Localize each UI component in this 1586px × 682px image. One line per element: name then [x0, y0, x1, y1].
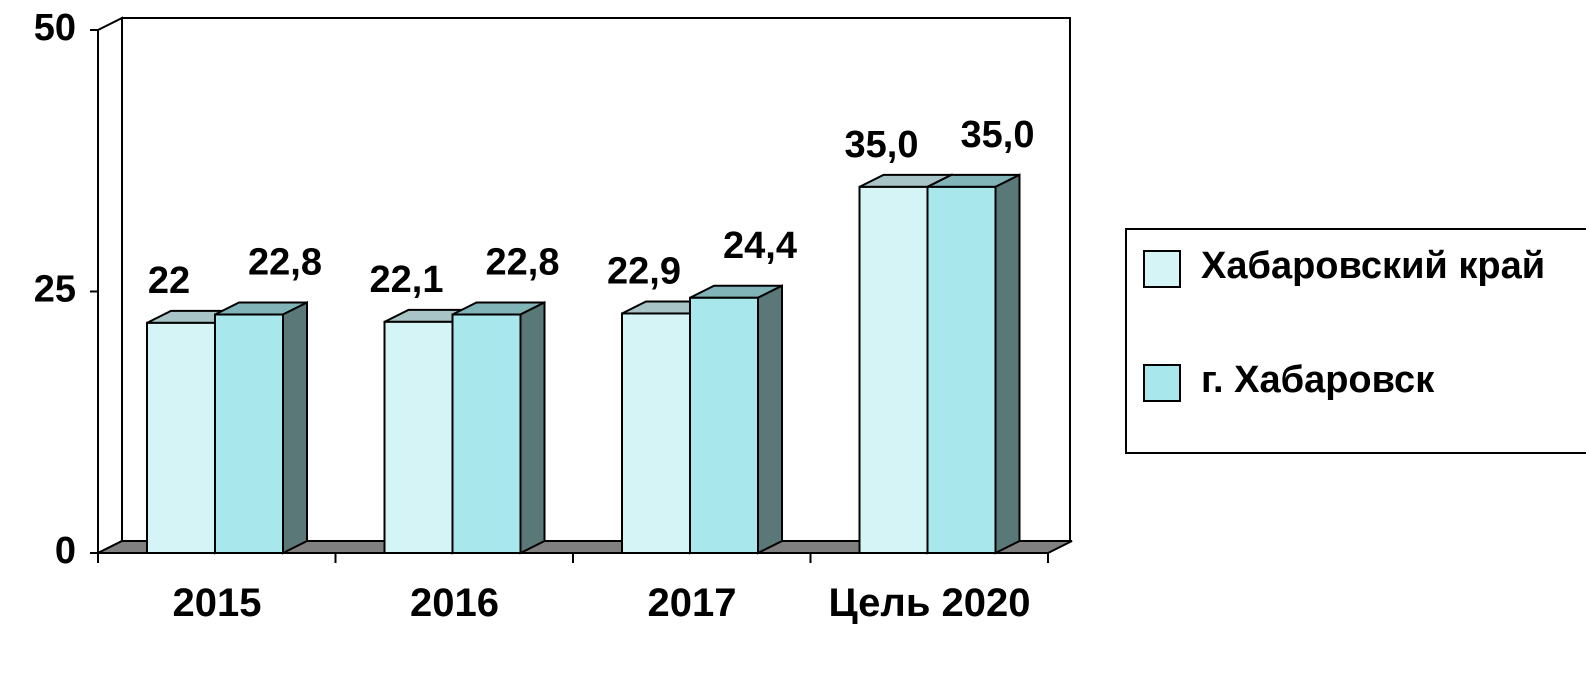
x-tick-label: Цель 2020: [828, 581, 1031, 625]
bar: [926, 185, 997, 554]
bar-side: [282, 300, 308, 555]
bar: [621, 312, 691, 554]
legend-item: г. Хабаровск: [1143, 358, 1581, 402]
bar: [689, 296, 759, 554]
value-label: 22,9: [607, 250, 681, 292]
value-label: 24,4: [723, 225, 797, 267]
bar-side: [994, 173, 1021, 555]
legend: Хабаровский край г. Хабаровск: [1125, 228, 1586, 454]
x-tick-label: 2015: [172, 581, 262, 625]
legend-swatch: [1143, 250, 1181, 288]
x-tick-label: 2016: [410, 581, 499, 625]
y-tick-label: 0: [55, 530, 76, 572]
bar: [858, 185, 929, 554]
value-label: 22,8: [248, 242, 322, 284]
legend-label: г. Хабаровск: [1201, 359, 1435, 401]
bar-side: [757, 284, 783, 555]
x-tick-label: 2017: [647, 581, 737, 625]
legend-item: Хабаровский край: [1143, 244, 1581, 288]
y-tick-label: 25: [34, 269, 76, 311]
y-tick-label: 50: [34, 7, 76, 49]
bar: [214, 313, 284, 554]
bar-side: [519, 300, 546, 555]
value-label: 22: [148, 260, 190, 302]
value-label: 35,0: [961, 114, 1035, 156]
legend-swatch: [1143, 364, 1181, 402]
bar: [451, 313, 522, 554]
value-label: 22,1: [370, 259, 444, 301]
bar: [383, 320, 454, 555]
legend-label: Хабаровский край: [1201, 245, 1546, 287]
value-label: 35,0: [845, 124, 919, 166]
value-label: 22,8: [486, 242, 560, 284]
side-wall: [97, 16, 123, 555]
bar: [146, 321, 216, 554]
